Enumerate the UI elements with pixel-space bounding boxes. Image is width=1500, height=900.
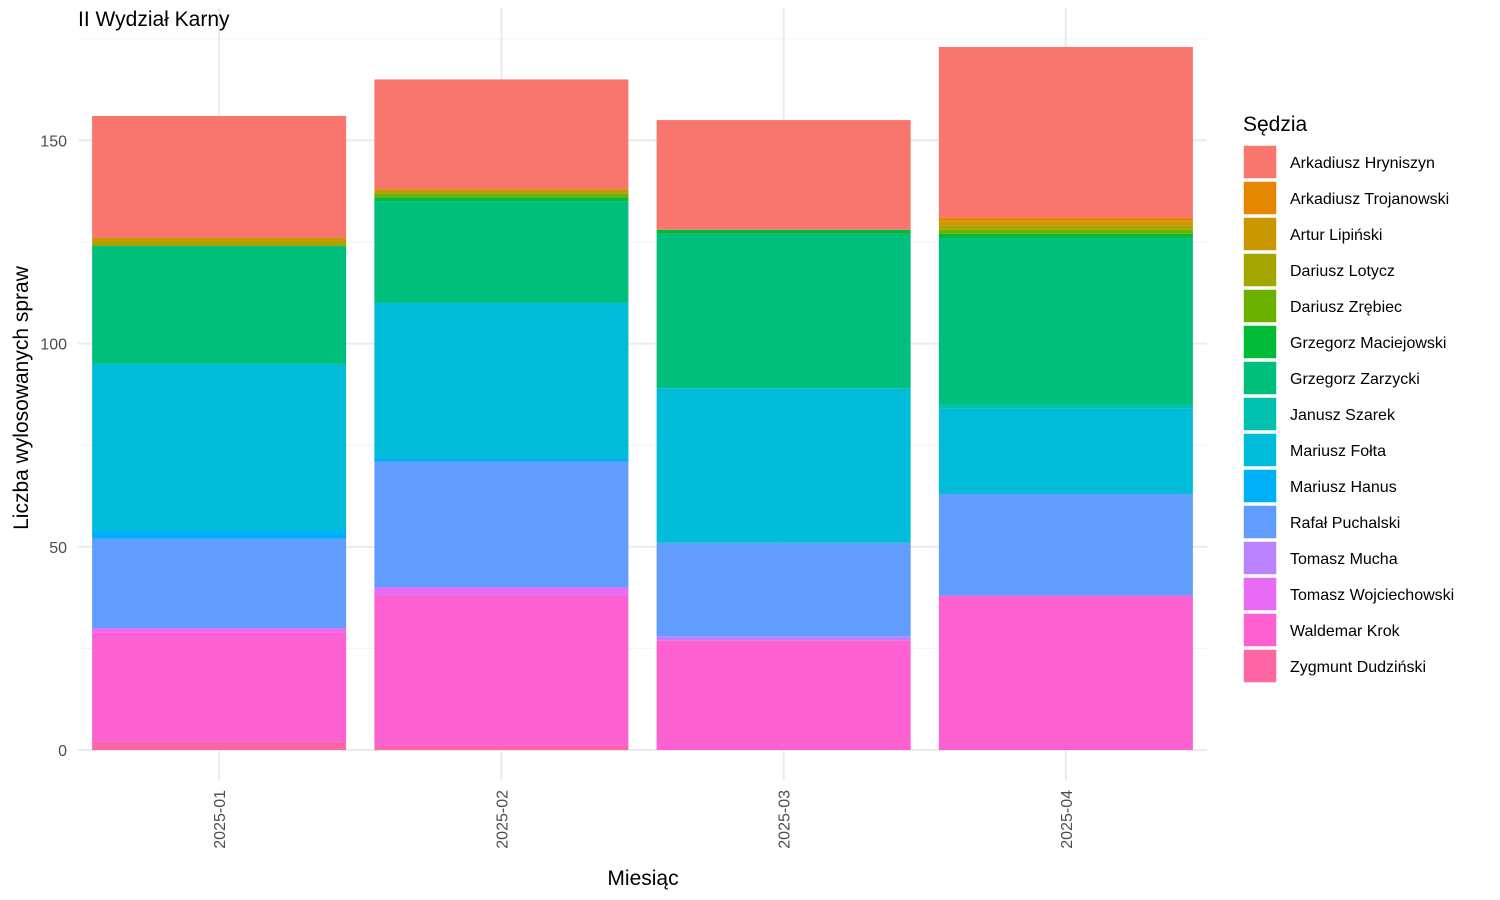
legend-key [1242,432,1278,468]
bar-segment [92,628,347,633]
bar-segment [656,233,911,389]
legend-key [1242,252,1278,288]
bar-segment [374,745,629,750]
bar-segment [374,193,629,198]
bar-segment [656,640,911,750]
legend-key [1242,504,1278,540]
legend-label: Rafał Puchalski [1290,515,1400,532]
bar-segment [374,201,629,303]
legend-label: Zygmunt Dudziński [1290,659,1426,676]
bar-segment [938,493,1193,596]
bar-segment [656,229,911,234]
legend-key [1242,648,1278,684]
legend-label: Grzegorz Zarzycki [1290,371,1420,388]
legend-label: Mariusz Fołta [1290,443,1386,460]
legend-label: Dariusz Zrębiec [1290,299,1402,316]
bar-segment [656,542,911,637]
chart-title: II Wydział Karny [78,8,230,31]
bar-segment [938,221,1193,226]
legend-key [1242,216,1278,252]
legend-label: Artur Lipiński [1290,227,1382,244]
bar-segment [92,246,347,364]
bar-segment [92,530,347,539]
legend-key [1242,576,1278,612]
bar-segment [938,225,1193,230]
y-tick-label: 50 [49,540,67,557]
legend-label: Waldemar Krok [1290,623,1401,640]
bar-segment [374,587,629,596]
bar-segment [656,636,911,641]
bar-segment [938,233,1193,238]
legend-items: Arkadiusz Hryniszyn Arkadiusz Trojanowski… [1242,144,1454,684]
legend-label: Arkadiusz Trojanowski [1290,191,1449,208]
legend-key [1242,540,1278,576]
bar-segment [938,229,1193,234]
y-tick-label: 0 [58,743,67,760]
bar-segment [374,79,629,190]
bar-segment [656,388,911,543]
bar-segment [92,741,347,750]
legend-label: Dariusz Lotycz [1290,263,1395,280]
bar-segment [938,46,1193,218]
legend-key [1242,324,1278,360]
bar-segment [374,197,629,202]
bar-segment [374,189,629,194]
bar-segment [374,595,629,746]
legend: Sędzia Arkadiusz Hryniszyn Arkadiusz Troj… [1242,113,1454,684]
y-tick-label: 150 [40,133,67,150]
x-tick-label: 2025-03 [777,790,794,849]
bar-segment [374,302,629,458]
legend-key [1242,288,1278,324]
x-axis-title: Miesiąc [607,867,678,890]
y-tick-label: 100 [40,337,67,354]
legend-label: Grzegorz Maciejowski [1290,335,1446,352]
bar-segment [938,404,1193,409]
bar-segment [938,408,1193,494]
legend-key [1242,468,1278,504]
x-axis-ticks: 2025-01 2025-02 2025-03 2025-04 [212,790,1076,849]
legend-label: Tomasz Wojciechowski [1290,587,1454,604]
legend-label: Tomasz Mucha [1290,551,1398,568]
legend-title: Sędzia [1243,113,1308,136]
bar-segment [374,461,629,588]
bar-segment [92,538,347,629]
legend-key [1242,396,1278,432]
legend-label: Janusz Szarek [1290,407,1396,424]
legend-key [1242,360,1278,396]
x-tick-label: 2025-01 [212,790,229,849]
bars-layer [92,46,1193,750]
bar-segment [92,363,347,531]
legend-key [1242,144,1278,180]
bar-segment [92,116,347,238]
legend-key [1242,612,1278,648]
bar-segment [938,217,1193,222]
legend-label: Arkadiusz Hryniszyn [1290,155,1435,172]
bar-segment [656,120,911,230]
y-axis-title: Liczba wylosowanych spraw [10,265,33,530]
legend-key [1242,180,1278,216]
bar-segment [374,457,629,462]
x-tick-label: 2025-04 [1059,790,1076,849]
bar-segment [92,237,347,242]
bar-segment [92,632,347,742]
y-axis-ticks: 0 50 100 150 [40,133,67,760]
x-tick-label: 2025-02 [494,790,511,849]
bar-segment [938,237,1193,405]
bar-segment [938,595,1193,750]
legend-label: Mariusz Hanus [1290,479,1397,496]
bar-segment [92,242,347,247]
